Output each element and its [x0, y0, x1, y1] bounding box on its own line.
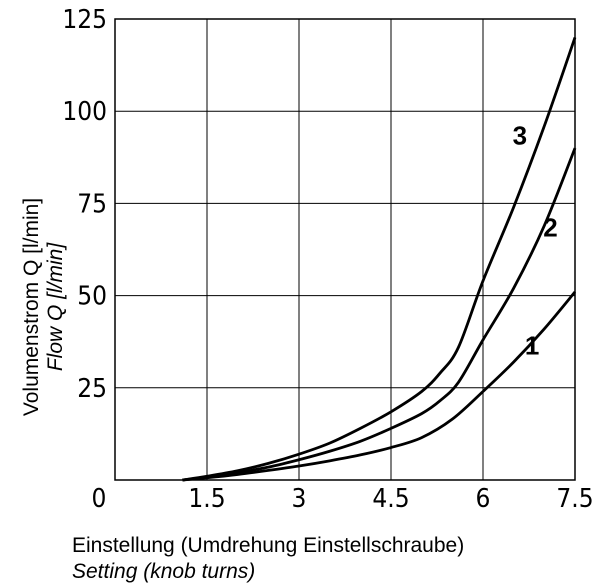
x-tick-label: 3 [292, 484, 307, 514]
y-axis-label: Volumenstrom Q [l/min] [20, 198, 43, 416]
y-tick-label: 100 [62, 97, 107, 127]
x-tick-label: 0 [92, 484, 107, 514]
y-tick-labels: 25 50 75 100 125 [62, 5, 107, 404]
x-axis-label: Einstellung (Umdrehung Einstellschraube) [72, 534, 464, 557]
y-tick-label: 75 [77, 189, 107, 219]
series-line-2 [182, 147, 577, 482]
curve-label-1: 1 [525, 331, 539, 361]
y-axis-label-secondary: Flow Q [l/min] [44, 242, 67, 372]
series-line-3 [182, 36, 577, 482]
x-tick-label: 7.5 [556, 484, 593, 514]
curve-label-2: 2 [543, 213, 557, 243]
x-tick-label: 6 [476, 484, 491, 514]
plot-frame [114, 18, 576, 481]
y-tick-label: 125 [62, 5, 107, 35]
curves [182, 36, 577, 482]
grid [114, 18, 576, 481]
y-tick-label: 25 [77, 374, 107, 404]
series-line-1 [182, 291, 577, 482]
x-tick-labels: 0 1.5 3 4.5 6 7.5 [92, 484, 594, 514]
x-tick-label: 1.5 [188, 484, 225, 514]
y-tick-label: 50 [77, 282, 107, 312]
x-axis-label-secondary: Setting (knob turns) [72, 560, 255, 583]
curve-label-3: 3 [513, 120, 527, 150]
x-tick-label: 4.5 [372, 484, 409, 514]
curve-labels: 1 2 3 [513, 120, 558, 360]
